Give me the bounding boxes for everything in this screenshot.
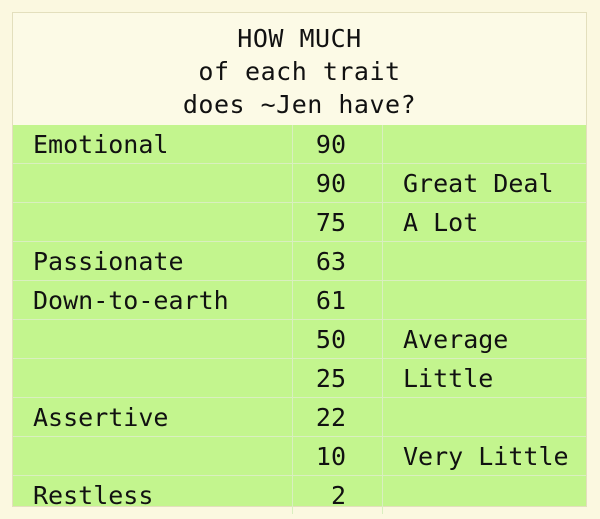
scale-label-cell: Little (382, 358, 586, 398)
scale-label-cell: Very Little (382, 436, 586, 476)
scale-label-cell (382, 125, 586, 164)
table-row: Restless 2 (13, 475, 586, 514)
chart-frame: HOW MUCH of each trait does ~Jen have? E… (12, 12, 587, 514)
table-row: 90 Great Deal (13, 163, 586, 203)
table-row: Assertive 22 (13, 397, 586, 437)
value-cell: 25 (292, 358, 383, 398)
trait-cell (13, 163, 293, 203)
scale-label-cell (382, 475, 586, 514)
value-cell: 75 (292, 202, 383, 242)
trait-cell (13, 358, 293, 398)
trait-cell: Passionate (13, 241, 293, 281)
value-cell: 2 (292, 475, 383, 514)
value-cell: 50 (292, 319, 383, 359)
value-cell: 90 (292, 163, 383, 203)
scale-label-cell: Average (382, 319, 586, 359)
trait-cell: Down-to-earth (13, 280, 293, 320)
table-row: Down-to-earth 61 (13, 280, 586, 320)
scale-label-cell: A Lot (382, 202, 586, 242)
table-row: Emotional 90 (13, 125, 586, 164)
table-row: 75 A Lot (13, 202, 586, 242)
trait-table-body: Emotional 90 90 Great Deal 75 A Lot Passionate… (13, 125, 586, 514)
trait-cell: Restless (13, 475, 293, 514)
table-row: 10 Very Little (13, 436, 586, 476)
trait-cell (13, 202, 293, 242)
trait-cell (13, 436, 293, 476)
value-cell: 10 (292, 436, 383, 476)
value-cell: 22 (292, 397, 383, 437)
title-line-2: of each trait (198, 57, 401, 86)
value-cell: 90 (292, 125, 383, 164)
table-row: 50 Average (13, 319, 586, 359)
table-row: Passionate 63 (13, 241, 586, 281)
chart-title: HOW MUCH of each trait does ~Jen have? (13, 13, 586, 125)
value-cell: 61 (292, 280, 383, 320)
trait-cell: Emotional (13, 125, 293, 164)
trait-table-container: Emotional 90 90 Great Deal 75 A Lot Passionate… (13, 125, 586, 514)
scale-label-cell: Great Deal (382, 163, 586, 203)
title-line-1: HOW MUCH (237, 24, 362, 53)
scale-label-cell (382, 280, 586, 320)
trait-table: Emotional 90 90 Great Deal 75 A Lot Passionate… (13, 125, 586, 514)
scale-label-cell (382, 241, 586, 281)
value-cell: 63 (292, 241, 383, 281)
table-row: 25 Little (13, 358, 586, 398)
trait-cell (13, 319, 293, 359)
trait-cell: Assertive (13, 397, 293, 437)
title-line-3: does ~Jen have? (182, 90, 417, 119)
scale-label-cell (382, 397, 586, 437)
